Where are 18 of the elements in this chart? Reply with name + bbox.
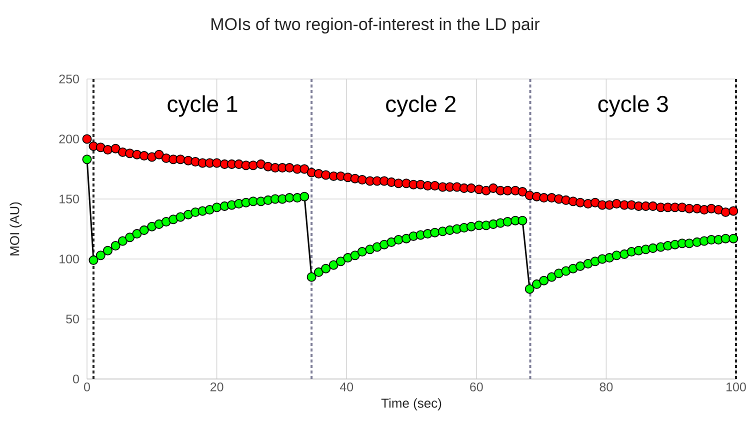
y-tick-label: 100 xyxy=(60,254,79,264)
y-tick-label: 200 xyxy=(59,134,79,144)
y-axis-title: MOI (AU) xyxy=(10,202,22,256)
x-tick-label: 20 xyxy=(210,382,224,392)
x-tick-label: 100 xyxy=(726,382,746,392)
x-tick-label: 60 xyxy=(470,382,483,392)
annotation: cycle 1 xyxy=(168,95,238,117)
x-tick-label: 80 xyxy=(600,382,613,392)
annotation: cycle 3 xyxy=(598,95,668,117)
y-tick-label: 0 xyxy=(73,374,79,384)
annotation: cycle 2 xyxy=(386,95,456,117)
x-tick-label: 40 xyxy=(340,382,354,392)
y-tick-label: 50 xyxy=(66,314,79,324)
x-tick-label: 0 xyxy=(84,382,90,392)
y-tick-label: 250 xyxy=(59,74,79,84)
y-tick-label: 150 xyxy=(60,194,79,204)
chart-title: MOIs of two region-of-interest in the LD pair xyxy=(212,18,540,34)
x-axis-title: Time (sec) xyxy=(381,398,442,410)
